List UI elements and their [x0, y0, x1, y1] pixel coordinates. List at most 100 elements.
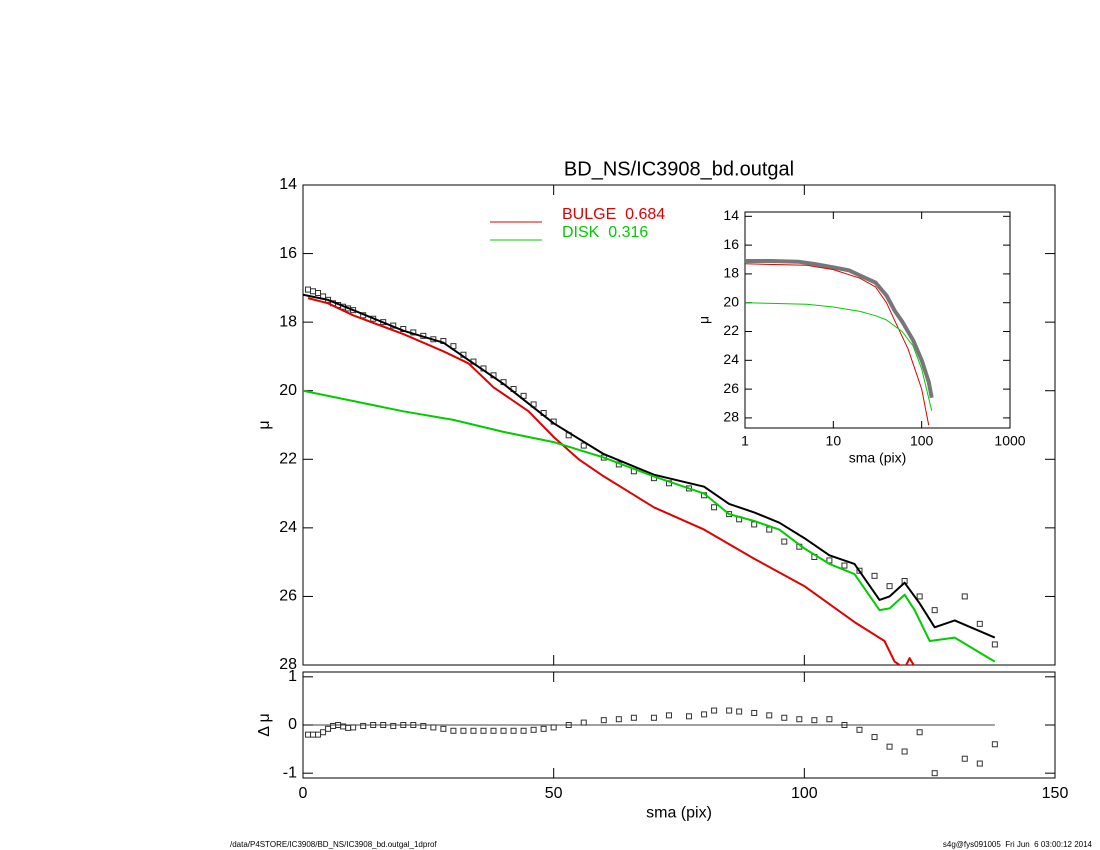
y-tick-label: 22 — [279, 451, 297, 468]
y-tick-label: 24 — [279, 519, 297, 536]
data-point — [841, 562, 848, 569]
y-tick-label: 14 — [723, 207, 739, 223]
data-point — [976, 620, 983, 627]
data-point — [796, 716, 803, 723]
data-point — [961, 593, 968, 600]
x-tick-label: 1000 — [994, 433, 1025, 449]
data-point — [315, 731, 322, 738]
model-line — [745, 302, 933, 411]
data-point — [736, 708, 743, 715]
data-point — [856, 726, 863, 733]
data-point — [350, 724, 357, 731]
data-point — [826, 716, 833, 723]
data-point — [370, 722, 377, 728]
x-tick-label: 1 — [741, 433, 749, 449]
data-point — [650, 714, 657, 721]
data-point — [751, 521, 758, 528]
data-point — [420, 722, 427, 729]
data-point — [751, 709, 758, 716]
data-point — [886, 743, 893, 750]
data-point — [530, 726, 537, 733]
data-point — [320, 729, 327, 736]
data-point — [766, 526, 773, 533]
x-tick-label: 100 — [791, 785, 818, 802]
plot-area — [303, 286, 998, 665]
data-point — [781, 714, 788, 721]
plot-area — [305, 707, 998, 777]
data-point — [490, 727, 497, 734]
data-point — [330, 722, 337, 729]
data-point — [565, 722, 572, 728]
y-tick-label: 22 — [723, 322, 739, 338]
y-axis-label: μ — [256, 420, 273, 429]
footer-right: s4g@fys091005 Fri Jun 6 03:00:12 2014 — [943, 840, 1093, 849]
data-point — [500, 727, 507, 734]
x-tick-label: 10 — [826, 433, 842, 449]
data-point — [901, 748, 908, 755]
data-point — [400, 722, 407, 728]
y-tick-label: 28 — [723, 409, 739, 425]
data-point — [310, 731, 317, 738]
y-axis-label: μ — [696, 316, 712, 324]
legend-label: BULGE 0.684 — [562, 206, 665, 223]
data-point — [310, 288, 317, 295]
data-point — [520, 392, 527, 399]
y-tick-label: 18 — [723, 265, 739, 281]
data-point — [856, 567, 863, 574]
y-tick-label: 16 — [723, 236, 739, 252]
data-point — [390, 722, 397, 729]
y-tick-label: 14 — [279, 176, 297, 193]
data-point — [325, 725, 332, 732]
data-point — [871, 734, 878, 741]
y-tick-label: 16 — [279, 245, 297, 262]
data-point — [931, 607, 938, 614]
data-point — [480, 727, 487, 734]
x-axis-label: sma (pix) — [849, 450, 907, 466]
data-point — [991, 641, 998, 648]
data-point — [871, 572, 878, 579]
model-line — [745, 263, 930, 426]
plot-frame — [302, 184, 1056, 666]
x-tick-label: 150 — [1042, 785, 1069, 802]
data-point — [470, 727, 477, 734]
data-point — [460, 727, 467, 734]
data-point — [315, 290, 322, 296]
data-point — [360, 722, 367, 729]
data-point — [630, 714, 637, 721]
data-point — [600, 717, 607, 724]
data-point — [665, 712, 672, 719]
data-point — [841, 722, 848, 728]
data-point — [766, 712, 773, 719]
data-point — [345, 724, 352, 731]
plot-area — [745, 259, 934, 426]
y-tick-label: 1 — [288, 668, 297, 685]
data-point — [580, 442, 587, 449]
x-tick-label: 50 — [545, 785, 563, 802]
data-point — [886, 583, 893, 590]
data-point — [991, 741, 998, 748]
model-line — [303, 389, 996, 663]
data-point — [430, 724, 437, 731]
data-point — [450, 727, 457, 734]
data-point — [520, 727, 527, 734]
model-line — [307, 297, 915, 665]
y-axis-label: Δ μ — [256, 713, 273, 736]
legend-label: DISK 0.316 — [562, 224, 648, 241]
data-point — [976, 760, 983, 767]
data-point — [540, 725, 547, 732]
data-point — [701, 711, 708, 718]
data-point — [811, 717, 818, 724]
profile-band — [745, 259, 934, 399]
y-tick-label: -1 — [283, 764, 297, 781]
data-point — [711, 707, 718, 714]
y-tick-label: 0 — [288, 716, 297, 733]
plot-frame — [744, 211, 1011, 429]
data-point — [440, 725, 447, 732]
y-tick-label: 20 — [279, 382, 297, 399]
data-point — [305, 286, 312, 293]
chart-title: BD_NS/IC3908_bd.outgal — [564, 158, 794, 180]
y-tick-label: 28 — [279, 656, 297, 673]
data-point — [380, 722, 387, 728]
